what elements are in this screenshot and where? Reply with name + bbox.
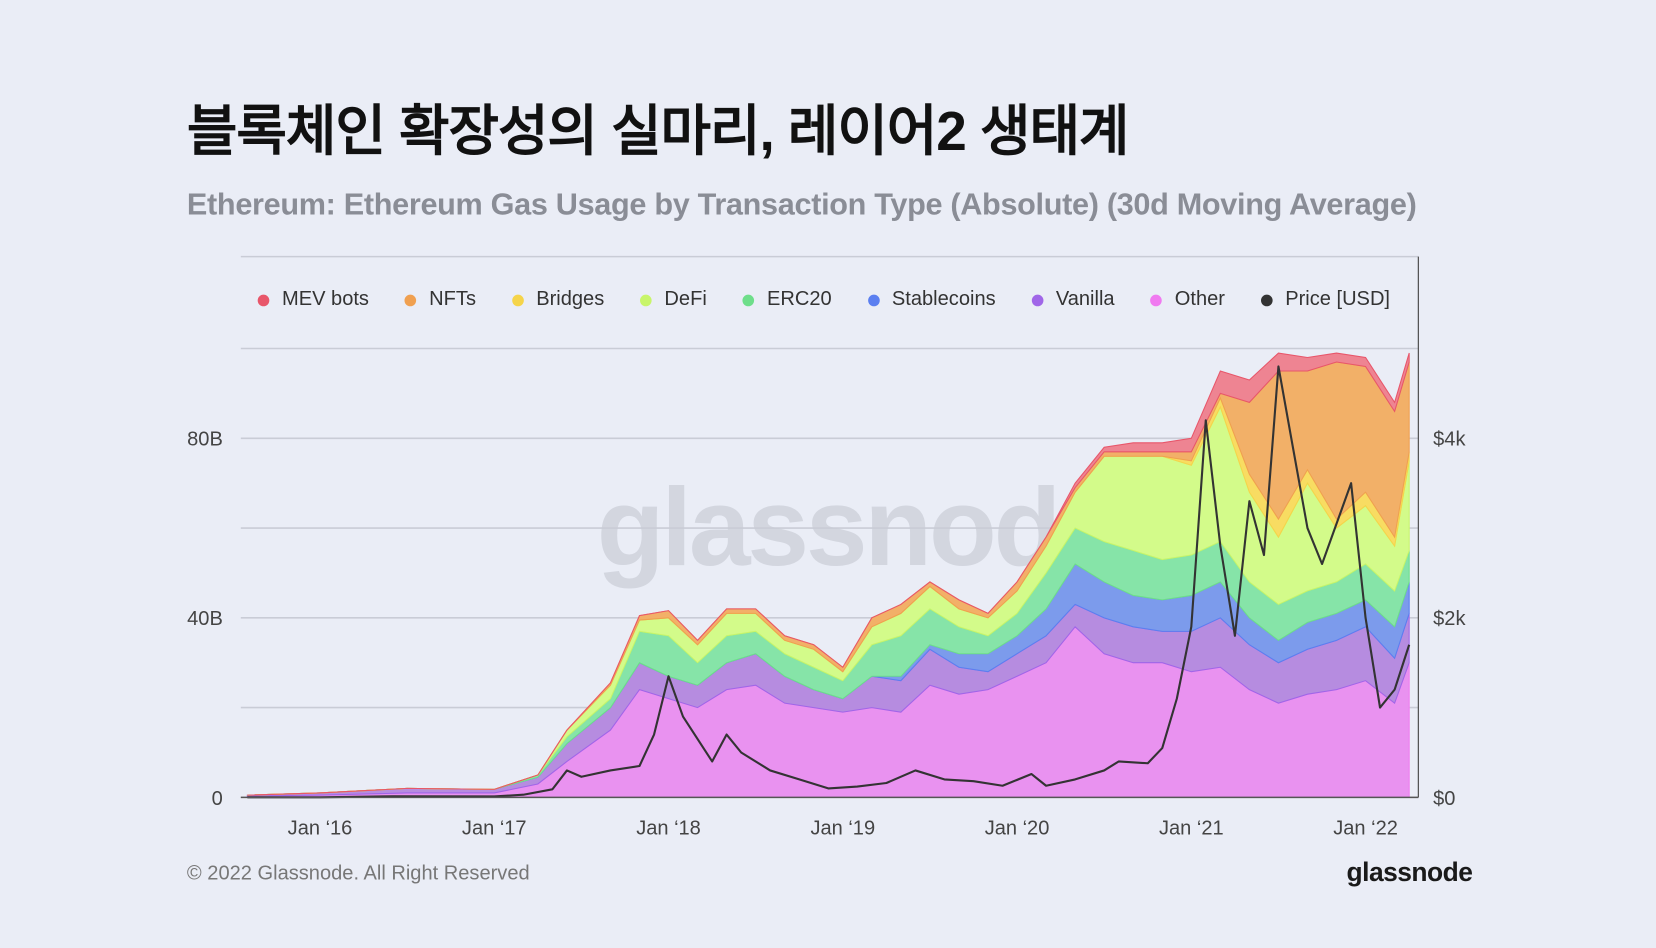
legend-label: Stablecoins [891,288,996,311]
y-right-tick-label: $0 [1433,788,1455,810]
legend-label: NFTs [429,288,476,311]
legend-dot-icon [257,294,270,306]
legend-item-vanilla[interactable]: Vanilla [1031,288,1115,311]
x-tick-label: Jan ‘19 [810,817,875,839]
legend-item-defi[interactable]: DeFi [640,288,707,311]
legend-item-price-usd[interactable]: Price [USD] [1260,288,1391,311]
legend-dot-icon [1031,294,1044,306]
legend-label: Other [1174,288,1226,311]
chart-subtitle: Ethereum: Ethereum Gas Usage by Transact… [186,187,1417,222]
x-tick-label: Jan ‘21 [1159,817,1224,839]
y-left-tick-label: 40B [187,608,223,630]
legend-item-erc20[interactable]: ERC20 [742,288,832,311]
area-mev-bots [247,352,1410,796]
legend-dot-icon [404,294,417,306]
x-tick-label: Jan ‘20 [985,817,1050,839]
x-tick-label: Jan ‘22 [1333,817,1398,839]
legend-item-stablecoins[interactable]: Stablecoins [867,288,996,311]
legend-dot-icon [640,294,652,306]
legend-label: MEV bots [281,288,369,311]
legend-dot-icon [1260,294,1273,306]
legend-item-bridges[interactable]: Bridges [511,288,605,311]
y-right-tick-label: $4k [1433,429,1466,451]
legend-item-nfts[interactable]: NFTs [404,288,476,311]
legend-dot-icon [1150,294,1163,306]
y-right-tick-label: $2k [1433,608,1466,630]
y-left-tick-label: 0 [212,788,223,810]
legend-dot-icon [511,294,524,306]
x-tick-label: Jan ‘17 [462,817,527,839]
legend-dot-icon [867,294,880,306]
legend-label: Price [USD] [1285,288,1391,311]
x-tick-label: Jan ‘18 [636,817,701,839]
copyright-text: © 2022 Glassnode. All Right Reserved [186,862,530,886]
page-title: 블록체인 확장성의 실마리, 레이어2 생태계 [186,101,1130,163]
legend-dot-icon [742,294,755,306]
legend-label: DeFi [664,288,707,311]
x-tick-label: Jan ‘16 [288,817,353,839]
legend-label: Bridges [536,288,605,311]
legend-item-other[interactable]: Other [1150,288,1226,311]
price-line [247,365,1411,799]
glassnode-logo: glassnode [1346,857,1473,888]
legend-label: ERC20 [767,288,832,311]
legend-item-mev-bots[interactable]: MEV bots [257,288,369,311]
y-left-tick-label: 80B [187,429,223,451]
chart-legend: MEV bots NFTs Bridges DeFi ERC20 Stablecoins V… [257,288,1391,311]
legend-label: Vanilla [1055,288,1115,311]
